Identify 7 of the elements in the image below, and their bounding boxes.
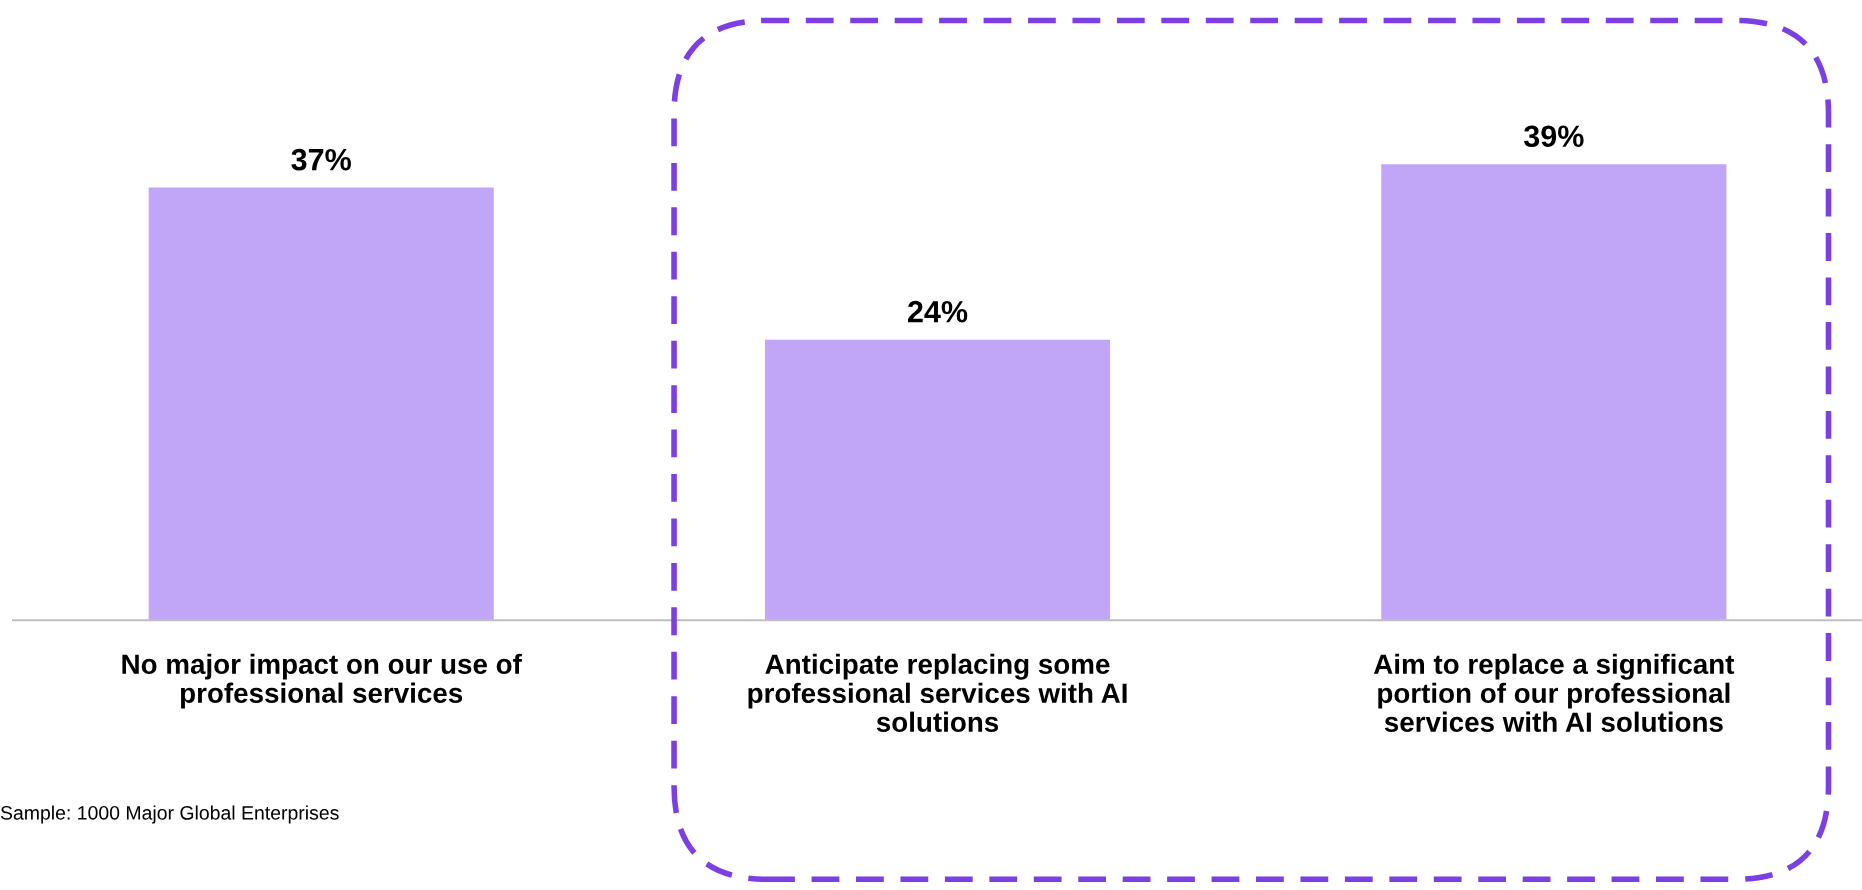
data-label: 24%	[908, 300, 968, 323]
x-tick-label: No major impact on our use of professional services	[122, 653, 522, 709]
data-label: 37%	[291, 148, 351, 171]
text: Sample: 1000 Major Global Enterprises	[0, 805, 339, 824]
x-tick-label: Aim to replace a significant portion of our professional services with AI solutions	[1373, 653, 1735, 733]
x-tick-label: Anticipate replacing some professional services with AI solutions	[748, 653, 1127, 733]
data-label: 39%	[1523, 125, 1584, 148]
